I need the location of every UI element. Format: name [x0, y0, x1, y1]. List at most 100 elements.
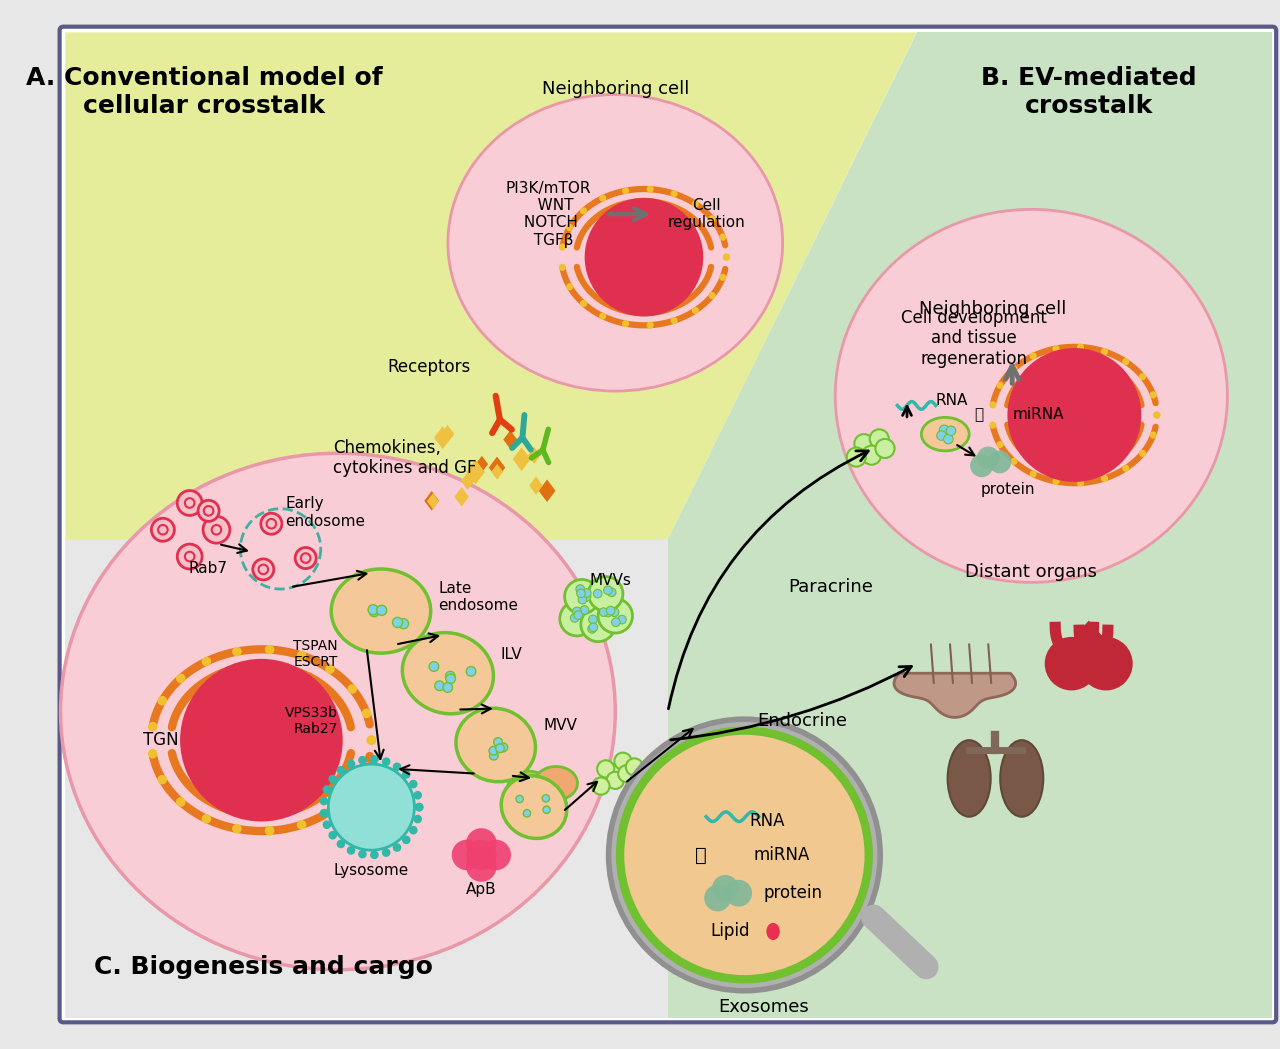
- Circle shape: [691, 307, 699, 314]
- Circle shape: [297, 650, 306, 661]
- Text: ApB: ApB: [466, 882, 497, 897]
- Circle shape: [559, 263, 566, 271]
- Circle shape: [573, 611, 582, 619]
- Text: Late
endosome: Late endosome: [438, 580, 518, 613]
- Circle shape: [366, 735, 376, 745]
- Circle shape: [347, 684, 357, 693]
- Text: RNA: RNA: [749, 813, 785, 831]
- Circle shape: [370, 851, 379, 859]
- Circle shape: [415, 802, 424, 812]
- Circle shape: [489, 751, 498, 759]
- Circle shape: [996, 382, 1004, 389]
- Circle shape: [626, 758, 643, 775]
- Circle shape: [347, 847, 356, 855]
- Circle shape: [320, 797, 328, 806]
- Circle shape: [1149, 391, 1157, 399]
- Circle shape: [232, 823, 242, 834]
- Circle shape: [148, 722, 157, 731]
- Circle shape: [712, 875, 739, 902]
- Circle shape: [566, 224, 573, 231]
- Circle shape: [410, 779, 417, 789]
- Circle shape: [329, 831, 337, 839]
- Circle shape: [691, 200, 699, 208]
- Circle shape: [726, 880, 753, 906]
- Circle shape: [1029, 470, 1037, 477]
- Text: Neighboring cell: Neighboring cell: [919, 300, 1066, 318]
- Circle shape: [611, 608, 620, 617]
- Circle shape: [719, 274, 726, 281]
- Text: Cell
regulation: Cell regulation: [667, 198, 745, 231]
- Circle shape: [970, 454, 993, 477]
- Circle shape: [588, 624, 596, 634]
- Polygon shape: [492, 464, 503, 479]
- Circle shape: [516, 795, 524, 802]
- Circle shape: [157, 775, 168, 785]
- Polygon shape: [529, 476, 543, 495]
- FancyBboxPatch shape: [60, 26, 1276, 1023]
- Circle shape: [585, 198, 703, 317]
- Circle shape: [381, 757, 390, 766]
- Circle shape: [376, 605, 387, 616]
- Circle shape: [580, 300, 588, 307]
- Circle shape: [589, 577, 623, 612]
- Circle shape: [393, 843, 402, 852]
- Circle shape: [157, 695, 168, 706]
- Circle shape: [612, 618, 620, 626]
- Circle shape: [1101, 475, 1108, 481]
- Circle shape: [1079, 637, 1133, 690]
- Circle shape: [175, 673, 186, 683]
- Circle shape: [723, 254, 730, 261]
- Circle shape: [581, 607, 616, 642]
- Text: 🔑: 🔑: [695, 845, 708, 864]
- Circle shape: [618, 765, 635, 783]
- Ellipse shape: [448, 94, 782, 391]
- Circle shape: [1076, 479, 1084, 487]
- Polygon shape: [65, 539, 668, 1019]
- Circle shape: [559, 601, 594, 636]
- Circle shape: [148, 749, 157, 758]
- Circle shape: [452, 839, 483, 871]
- Circle shape: [604, 586, 612, 595]
- Text: Lipid: Lipid: [710, 922, 750, 941]
- Circle shape: [572, 607, 581, 616]
- Circle shape: [202, 657, 211, 666]
- Text: MVVs: MVVs: [590, 573, 631, 587]
- Circle shape: [1123, 465, 1129, 472]
- Circle shape: [177, 544, 202, 569]
- Circle shape: [175, 797, 186, 807]
- Circle shape: [596, 761, 614, 777]
- Text: Receptors: Receptors: [387, 358, 470, 377]
- Circle shape: [402, 836, 411, 844]
- Text: Exosomes: Exosomes: [718, 999, 809, 1016]
- Circle shape: [1010, 365, 1018, 372]
- Circle shape: [599, 607, 608, 617]
- Polygon shape: [424, 491, 439, 511]
- Circle shape: [1007, 348, 1142, 481]
- Circle shape: [576, 584, 585, 594]
- Circle shape: [989, 402, 996, 408]
- Circle shape: [1139, 373, 1146, 380]
- Circle shape: [1153, 411, 1161, 419]
- Circle shape: [709, 292, 716, 299]
- Text: RNA: RNA: [936, 393, 968, 408]
- Circle shape: [410, 826, 417, 834]
- Circle shape: [429, 662, 439, 671]
- Ellipse shape: [508, 771, 550, 805]
- Circle shape: [1029, 352, 1037, 360]
- Text: ILV: ILV: [500, 646, 522, 662]
- Ellipse shape: [836, 210, 1228, 582]
- Circle shape: [989, 422, 996, 429]
- Circle shape: [393, 763, 402, 771]
- Polygon shape: [65, 33, 916, 539]
- Circle shape: [296, 548, 316, 569]
- Circle shape: [325, 664, 335, 673]
- Text: Paracrine: Paracrine: [788, 578, 873, 596]
- Polygon shape: [1051, 621, 1126, 664]
- Circle shape: [608, 720, 881, 990]
- Circle shape: [252, 559, 274, 580]
- Circle shape: [337, 766, 346, 774]
- Circle shape: [1076, 343, 1084, 350]
- Circle shape: [946, 426, 956, 435]
- Circle shape: [559, 243, 566, 251]
- Text: VPS33b
Rab27: VPS33b Rab27: [285, 706, 338, 736]
